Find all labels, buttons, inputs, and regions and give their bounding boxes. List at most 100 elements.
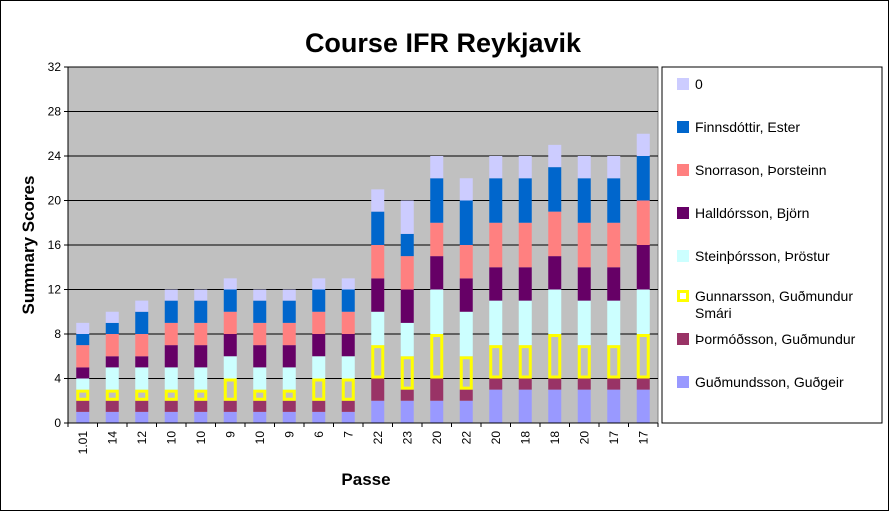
bar-segment: [607, 378, 621, 390]
bar-segment: [164, 289, 178, 301]
x-tick-label: 9: [282, 431, 296, 438]
bar-segment: [312, 278, 326, 290]
y-tick-label: 20: [48, 194, 62, 208]
bar-segment: [164, 389, 178, 401]
bar-segment: [430, 289, 444, 334]
bar-segment: [341, 278, 355, 290]
bar-segment: [607, 300, 621, 346]
bar-segment: [430, 256, 444, 290]
bar-segment: [164, 400, 178, 412]
bar-segment: [341, 411, 355, 423]
bar-segment: [400, 256, 414, 290]
bar-segment: [253, 322, 267, 346]
bar-segment: [489, 389, 503, 423]
bar-segment: [76, 322, 90, 334]
x-tick-label: 17: [636, 431, 650, 445]
x-tick-label: 6: [312, 431, 326, 438]
bar-segment: [548, 144, 562, 168]
bar-segment: [577, 156, 591, 179]
bar-segment: [312, 400, 326, 412]
bar-segment: [577, 300, 591, 346]
y-tick-label: 0: [54, 416, 61, 430]
bar-segment: [135, 367, 149, 390]
bar-segment: [430, 156, 444, 179]
bar-segment: [223, 334, 237, 357]
bar-segment: [253, 300, 267, 323]
y-tick-label: 24: [48, 149, 62, 163]
bar-segment: [341, 378, 355, 401]
bar-segment: [548, 289, 562, 334]
bar-segment: [105, 356, 119, 368]
x-tick-label: 14: [105, 431, 119, 445]
bar-segment: [430, 222, 444, 257]
bar-segment: [489, 300, 503, 346]
bar-segment: [312, 411, 326, 423]
y-tick-label: 16: [48, 238, 62, 252]
bar-segment: [76, 400, 90, 412]
bar-segment: [400, 200, 414, 234]
bar-segment: [105, 322, 119, 334]
bar-segment: [518, 389, 532, 423]
bars: [76, 133, 650, 423]
bar-segment: [400, 289, 414, 323]
legend-label: Þormóðsson, Guðmundur: [695, 331, 856, 347]
bar-segment: [164, 300, 178, 323]
bar-segment: [489, 267, 503, 301]
bar-segment: [400, 389, 414, 401]
bar-segment: [459, 200, 473, 245]
bar-segment: [105, 334, 119, 357]
legend-swatch: [677, 121, 689, 133]
y-axis-title: Summary Scores: [19, 176, 38, 315]
legend-swatch: [677, 164, 689, 176]
x-axis-ticks: 1.01 14 12 10 10 9 10 9 6 7 22 23 20 22 20 18 18 20 17 17: [67, 423, 659, 455]
bar-segment: [577, 267, 591, 301]
bar-segment: [577, 389, 591, 423]
legend-swatch: [677, 250, 689, 262]
y-tick-label: 12: [48, 283, 62, 297]
bar-segment: [282, 300, 296, 323]
x-tick-label: 22: [459, 431, 473, 445]
bar-segment: [518, 300, 532, 346]
bar-segment: [341, 400, 355, 412]
bar-segment: [607, 222, 621, 268]
y-tick-label: 28: [48, 105, 62, 119]
bar-segment: [371, 311, 385, 346]
bar-segment: [341, 334, 355, 357]
x-axis-title: Passe: [341, 470, 390, 489]
bar-segment: [164, 411, 178, 423]
x-tick-label: 1.01: [76, 431, 90, 455]
bar-segment: [282, 400, 296, 412]
bar-segment: [489, 178, 503, 223]
bar-segment: [194, 411, 208, 423]
bar-segment: [164, 345, 178, 368]
bar-segment: [400, 356, 414, 390]
bar-segment: [371, 345, 385, 379]
bar-segment: [194, 289, 208, 301]
bar-segment: [430, 334, 444, 379]
bar-segment: [135, 334, 149, 357]
bar-segment: [135, 311, 149, 334]
legend-label: Finnsdóttir, Ester: [695, 119, 800, 135]
bar-segment: [430, 400, 444, 423]
x-tick-label: 9: [223, 431, 237, 438]
bar-segment: [223, 400, 237, 412]
chart-title: Course IFR Reykjavik: [305, 28, 582, 58]
bar-segment: [371, 400, 385, 423]
bar-segment: [489, 345, 503, 379]
bar-segment: [430, 378, 444, 401]
bar-segment: [459, 389, 473, 401]
x-tick-label: 18: [518, 431, 532, 445]
bar-segment: [164, 322, 178, 346]
y-tick-label: 32: [48, 60, 62, 74]
bar-segment: [312, 289, 326, 312]
legend-swatch: [677, 376, 689, 388]
bar-segment: [282, 411, 296, 423]
bar-segment: [518, 222, 532, 268]
x-tick-label: 20: [430, 431, 444, 445]
bar-segment: [76, 367, 90, 379]
bar-segment: [607, 267, 621, 301]
legend-label: Steinþórsson, Þröstur: [695, 248, 830, 264]
bar-segment: [371, 211, 385, 245]
bar-segment: [223, 289, 237, 312]
bar-segment: [253, 411, 267, 423]
